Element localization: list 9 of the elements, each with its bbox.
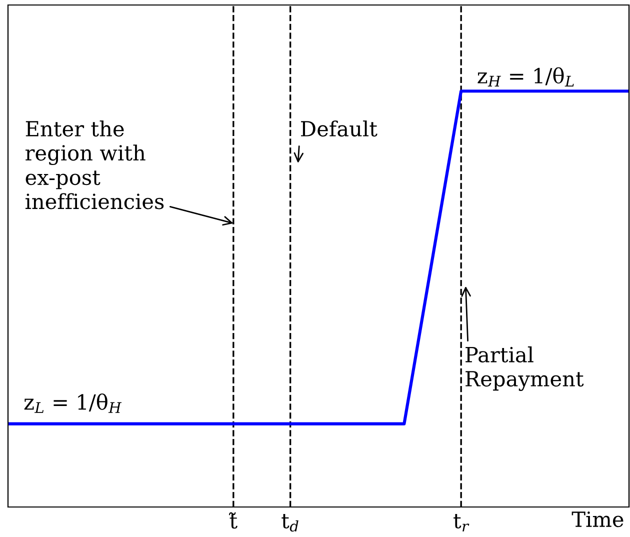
annotation: Default (301, 120, 378, 137)
x-tick-label: t$_{r}$ (454, 514, 470, 532)
annotation: Enter the region with ex-post inefficiencies (26, 120, 164, 210)
annotation: z$_{L}$ = 1/θ$_{H}$ (24, 394, 122, 413)
text: z$_{H}$ = 1/θ$_{L}$ (478, 67, 574, 87)
x-tick-label: t$_{d}$ (282, 514, 298, 532)
x-tick-label: t̃ (228, 512, 238, 529)
annotation: Partial Repayment (466, 346, 584, 391)
x-axis-title: Time (572, 512, 624, 528)
